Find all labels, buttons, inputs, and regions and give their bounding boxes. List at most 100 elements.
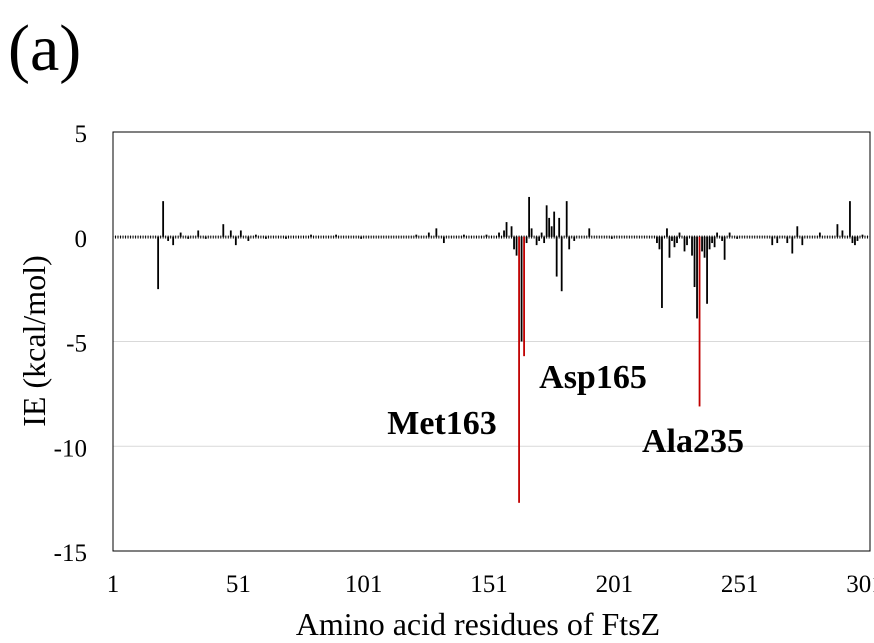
data-bar (671, 236, 673, 241)
data-bar (703, 236, 706, 258)
data-bar (157, 236, 160, 290)
x-axis-ticks: 151101151201251301 (107, 571, 874, 598)
data-bar (427, 232, 430, 237)
data-bar (254, 234, 257, 237)
data-bar (736, 236, 739, 239)
highlight-bar (523, 236, 525, 357)
data-bar (498, 232, 500, 237)
data-bar (530, 228, 533, 237)
highlight-bar (698, 236, 701, 407)
data-bar (229, 230, 232, 237)
data-bar (713, 236, 716, 248)
data-bar (179, 232, 182, 237)
data-bar (661, 236, 663, 308)
data-bar (222, 224, 225, 237)
data-bar (701, 236, 703, 252)
data-bar (573, 236, 576, 241)
data-bar (172, 236, 175, 246)
data-bar (666, 228, 668, 237)
data-bar (851, 236, 854, 244)
data-bar (668, 236, 671, 258)
data-bar (706, 236, 708, 304)
data-bar (545, 205, 548, 237)
data-bar (841, 230, 844, 237)
data-bar (568, 236, 571, 250)
data-bar (723, 236, 726, 260)
annotation-met163: Met163 (387, 405, 497, 442)
annotation-asp165: Asp165 (539, 359, 647, 396)
x-tick-label: 51 (226, 571, 251, 598)
data-bar (520, 236, 523, 342)
data-bar (553, 211, 556, 237)
data-bar (658, 236, 661, 250)
y-tick-label: 5 (75, 121, 88, 148)
x-tick-label: 1 (107, 571, 120, 598)
x-tick-label: 101 (345, 571, 383, 598)
data-bar (442, 236, 445, 244)
data-bar (861, 234, 864, 237)
data-bar (796, 226, 799, 237)
data-bar (543, 236, 546, 244)
data-bar (801, 236, 804, 246)
data-bar (678, 232, 681, 237)
data-bar (708, 236, 711, 250)
data-bar (791, 236, 794, 254)
data-bar (856, 236, 859, 241)
data-bar (550, 226, 553, 237)
annotation-ala235: Ala235 (642, 423, 744, 460)
data-bar (716, 232, 718, 237)
data-bar (818, 232, 821, 237)
data-bar (197, 230, 200, 237)
data-bar (310, 234, 312, 237)
x-axis-label: Amino acid residues of FtsZ (296, 606, 660, 642)
data-bar (415, 234, 418, 237)
data-bar (204, 236, 207, 239)
data-bar (786, 236, 789, 244)
y-axis-label: IE (kcal/mol) (16, 255, 52, 426)
data-bar (239, 230, 242, 237)
residue-annotations: Met163 Asp165 Ala235 (387, 359, 744, 460)
data-bar (247, 236, 250, 241)
data-bar (836, 224, 839, 237)
y-tick-label: -5 (66, 331, 87, 358)
y-axis-ticks: 5 0 -5 -10 -15 (54, 121, 87, 567)
data-bar (683, 236, 686, 252)
data-bar (776, 236, 779, 244)
data-bar (696, 236, 698, 319)
y-tick-label: -15 (54, 540, 87, 567)
data-bar (285, 236, 287, 239)
data-bar (691, 236, 693, 256)
data-bars (115, 196, 868, 503)
data-bar (167, 236, 170, 241)
data-bar (485, 234, 488, 237)
data-bar (540, 232, 543, 237)
data-bar (548, 217, 551, 237)
data-bar (558, 217, 561, 237)
data-bar (528, 196, 530, 237)
data-bar (513, 236, 515, 250)
x-tick-label: 151 (470, 571, 508, 598)
data-bar (515, 236, 518, 256)
data-bar (335, 234, 337, 237)
data-bar (538, 236, 541, 241)
x-tick-label: 301 (846, 571, 874, 598)
data-bar (728, 232, 731, 237)
data-bar (510, 226, 513, 237)
data-bar (234, 236, 237, 246)
data-bar (693, 236, 696, 288)
data-bar (565, 201, 568, 237)
data-bar (525, 236, 528, 244)
data-bar (435, 228, 438, 237)
data-bar (676, 236, 678, 244)
data-bar (560, 236, 563, 292)
y-tick-label: -10 (54, 435, 87, 462)
data-bar (610, 236, 613, 239)
data-bar (588, 228, 591, 237)
data-bar (849, 201, 851, 237)
data-bar (187, 236, 190, 239)
panel-label: (a) (8, 12, 81, 85)
x-tick-label: 251 (721, 571, 759, 598)
x-tick-label: 201 (596, 571, 634, 598)
data-bar (503, 230, 505, 237)
